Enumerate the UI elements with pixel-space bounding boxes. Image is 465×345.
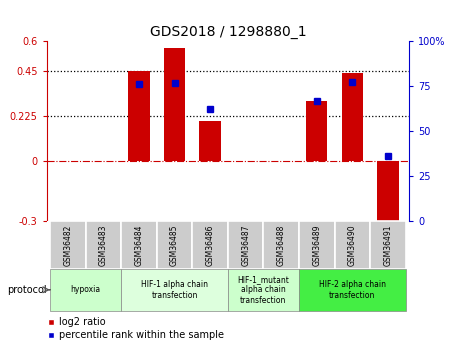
Text: HIF-2 alpha chain
transfection: HIF-2 alpha chain transfection: [319, 280, 386, 299]
Bar: [370, 221, 405, 269]
Bar: [164, 48, 185, 161]
Bar: [86, 221, 121, 269]
Text: GSM36482: GSM36482: [63, 224, 73, 266]
Bar: [334, 221, 370, 269]
Bar: [121, 269, 228, 310]
Bar: [50, 221, 86, 269]
Bar: [377, 161, 399, 237]
Bar: [193, 221, 228, 269]
Bar: [299, 221, 334, 269]
Bar: [121, 221, 157, 269]
Bar: [199, 121, 221, 161]
Text: GSM36489: GSM36489: [312, 224, 321, 266]
Bar: [299, 269, 405, 310]
Text: HIF-1_mutant
alpha chain
transfection: HIF-1_mutant alpha chain transfection: [238, 275, 289, 305]
Bar: [306, 101, 327, 161]
Bar: [228, 269, 299, 310]
Bar: [128, 71, 150, 161]
Legend: log2 ratio, percentile rank within the sample: log2 ratio, percentile rank within the s…: [46, 317, 224, 340]
Title: GDS2018 / 1298880_1: GDS2018 / 1298880_1: [150, 25, 306, 39]
Text: protocol: protocol: [7, 285, 47, 295]
Text: GSM36484: GSM36484: [134, 224, 144, 266]
Text: GSM36483: GSM36483: [99, 224, 108, 266]
Text: GSM36491: GSM36491: [383, 224, 392, 266]
Bar: [342, 73, 363, 161]
Text: hypoxia: hypoxia: [71, 285, 101, 294]
Bar: [228, 221, 263, 269]
Text: GSM36490: GSM36490: [348, 224, 357, 266]
Text: GSM36487: GSM36487: [241, 224, 250, 266]
Text: GSM36486: GSM36486: [206, 224, 214, 266]
Text: GSM36488: GSM36488: [277, 224, 286, 266]
Bar: [263, 221, 299, 269]
Bar: [157, 221, 193, 269]
Bar: [50, 269, 121, 310]
Text: GSM36485: GSM36485: [170, 224, 179, 266]
Text: HIF-1 alpha chain
transfection: HIF-1 alpha chain transfection: [141, 280, 208, 299]
